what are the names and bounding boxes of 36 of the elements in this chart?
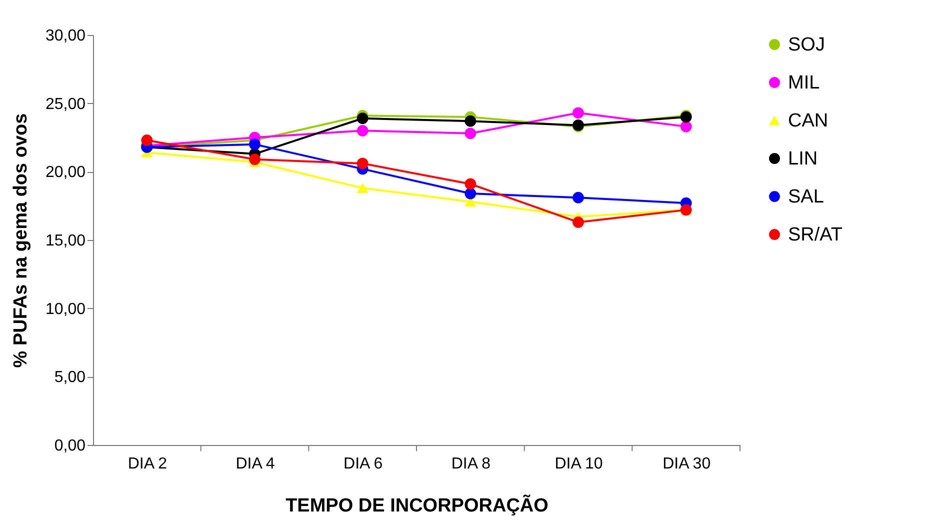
point [464, 178, 476, 190]
point [572, 216, 584, 228]
y-tick-label: 5,00 [54, 369, 86, 386]
x-tick-label: DIA 4 [236, 456, 275, 472]
point [680, 120, 692, 132]
legend-label: SAL [788, 186, 824, 208]
y-tick-label: 15,00 [45, 232, 86, 250]
x-axis-title: TEMPO DE INCORPORAÇÃO [286, 494, 548, 516]
point [464, 115, 476, 127]
x-tick-label: DIA 6 [344, 456, 383, 472]
point [141, 134, 153, 146]
x-tick-label: DIA 2 [128, 456, 168, 472]
point [356, 158, 368, 170]
point [464, 128, 476, 140]
point [464, 188, 476, 200]
y-tick-label: 10,00 [45, 300, 86, 318]
x-tick-label: DIA 8 [451, 456, 491, 472]
y-tick-label: 0,00 [54, 438, 86, 454]
legend-label: CAN [788, 110, 828, 132]
y-tick-label: 25,00 [45, 96, 86, 113]
x-tick-label: DIA 30 [662, 456, 711, 472]
point [249, 138, 260, 150]
point [356, 124, 368, 136]
x-tick-label: DIA 10 [554, 456, 603, 472]
legend-label: MIL [788, 72, 820, 94]
point [356, 183, 368, 194]
y-axis-title: % PUFAs na gema dos ovos [10, 113, 32, 368]
legend-label: LIN [788, 148, 818, 170]
point [249, 154, 260, 166]
y-tick-label: 20,00 [45, 164, 86, 182]
point [572, 107, 584, 119]
legend-label: SOJ [788, 34, 825, 56]
point [572, 192, 584, 204]
y-tick-label: 30,00 [45, 28, 86, 44]
point [356, 112, 368, 124]
legend-label: SR/AT [788, 224, 843, 246]
